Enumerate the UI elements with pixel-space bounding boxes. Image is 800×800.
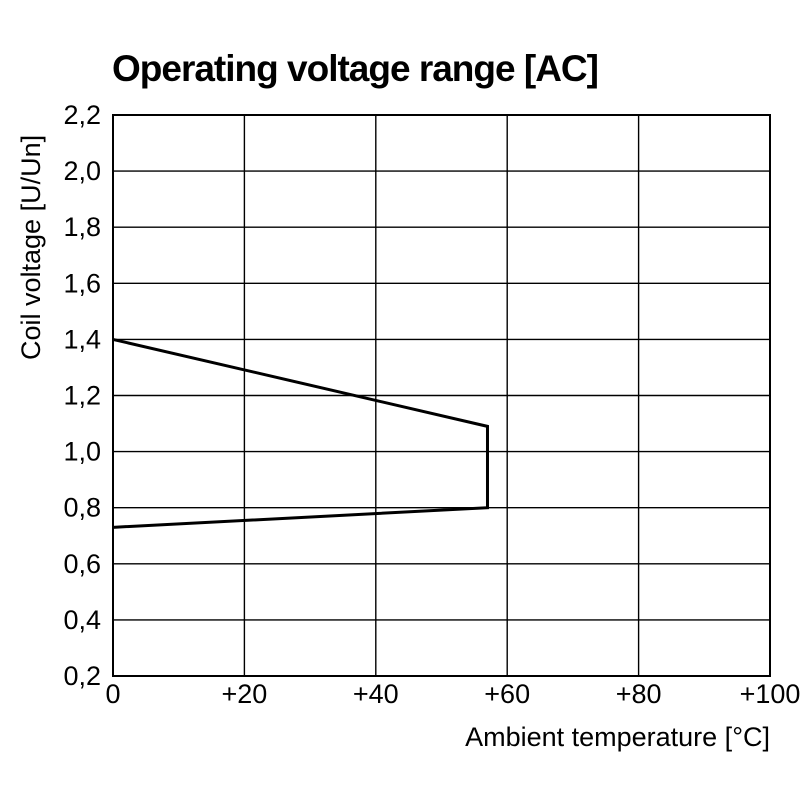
plot-border (112, 114, 771, 677)
x-tick-label: +40 (353, 679, 399, 709)
y-tick-label: 0,4 (63, 605, 101, 635)
tick-label-layer: 0 +20 +40 +60 +80 +100 0,2 0,4 0,6 0,8 1,0 1,2 1,4 1,… (63, 100, 800, 709)
x-tick-label: +80 (616, 679, 662, 709)
y-axis-label: Coil voltage [U/Un] (16, 135, 46, 360)
chart-title: Operating voltage range [AC] (112, 48, 599, 89)
operating-voltage-boundary (112, 337, 489, 529)
grid-layer (112, 114, 771, 677)
y-tick-label: 1,6 (63, 268, 101, 298)
y-tick-label: 1,8 (63, 212, 101, 242)
x-tick-label: +100 (740, 679, 800, 709)
x-tick-label: 0 (105, 679, 120, 709)
x-tick-label: +60 (484, 679, 530, 709)
x-tick-label: +20 (221, 679, 267, 709)
y-tick-label: 1,0 (63, 437, 101, 467)
y-tick-label: 0,2 (63, 661, 101, 691)
y-tick-label: 1,4 (63, 324, 101, 354)
x-axis-label: Ambient temperature [°C] (465, 722, 770, 752)
series-layer (112, 337, 489, 529)
plot-border-layer (112, 114, 771, 677)
y-tick-label: 2,0 (63, 156, 101, 186)
y-tick-label: 2,2 (63, 100, 101, 130)
y-tick-label: 0,6 (63, 549, 101, 579)
y-tick-label: 1,2 (63, 381, 101, 411)
y-tick-label: 0,8 (63, 493, 101, 523)
